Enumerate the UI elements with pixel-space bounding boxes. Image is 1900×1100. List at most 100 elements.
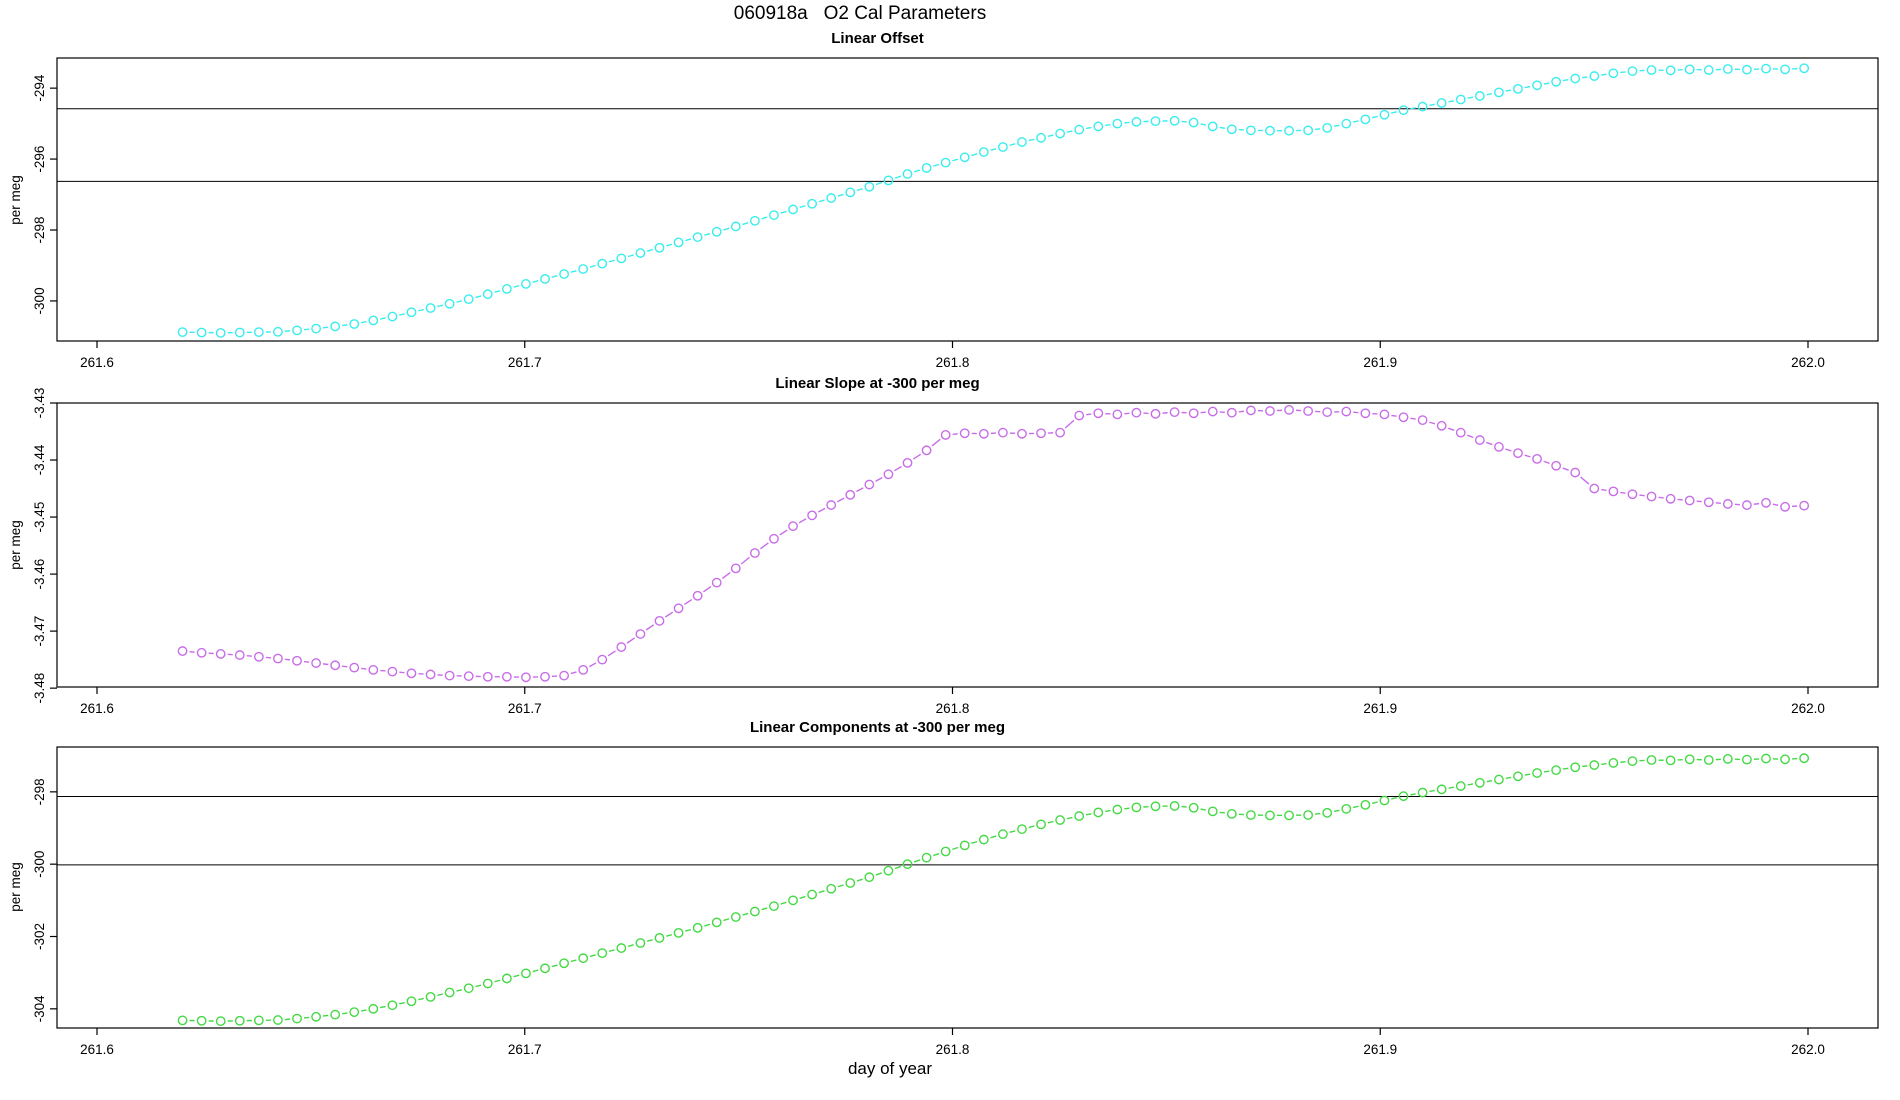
y-tick-label: -300 xyxy=(32,851,47,878)
series-segment xyxy=(342,665,348,668)
series-segment xyxy=(723,227,730,231)
data-point xyxy=(864,872,875,883)
data-point xyxy=(177,646,188,656)
data-point xyxy=(1684,64,1695,75)
data-point xyxy=(940,846,951,857)
series-segment xyxy=(666,243,673,247)
series-segment xyxy=(1410,107,1416,110)
data-point xyxy=(711,917,722,928)
series-segment xyxy=(1047,820,1054,824)
data-point xyxy=(1722,754,1733,764)
series-segment xyxy=(607,650,616,657)
data-point xyxy=(234,327,245,338)
series-segment xyxy=(894,465,902,472)
series-segment xyxy=(645,624,655,631)
data-point xyxy=(1455,427,1466,438)
data-point xyxy=(540,274,550,284)
data-point xyxy=(635,248,646,258)
data-point xyxy=(807,510,818,521)
series-segment xyxy=(303,660,310,663)
series-segment xyxy=(361,667,367,670)
series-segment xyxy=(399,313,405,316)
series-segment xyxy=(1124,807,1130,810)
data-point xyxy=(1703,755,1714,765)
data-point xyxy=(1436,98,1447,108)
data-point xyxy=(330,660,341,671)
series-segment xyxy=(971,153,978,157)
data-point xyxy=(234,1015,245,1026)
data-point xyxy=(978,147,989,157)
data-point xyxy=(1551,76,1562,87)
data-point xyxy=(501,283,512,294)
data-point xyxy=(1245,810,1256,820)
data-point xyxy=(616,642,627,652)
series-segment xyxy=(818,890,825,894)
series-segment xyxy=(418,997,424,1001)
data-point xyxy=(1379,795,1390,806)
data-point xyxy=(292,1013,302,1024)
data-point xyxy=(1474,435,1485,445)
data-point xyxy=(635,938,646,948)
series-segment xyxy=(894,865,902,870)
series-segment xyxy=(361,321,367,324)
data-point xyxy=(196,327,207,338)
series-segment xyxy=(1391,111,1397,114)
data-point xyxy=(387,1000,398,1011)
x-tick-label: 261.9 xyxy=(1363,355,1397,370)
data-point xyxy=(826,883,837,894)
series-segment xyxy=(1543,770,1550,773)
data-point xyxy=(1799,63,1810,74)
series-segment xyxy=(1524,85,1531,89)
data-point xyxy=(273,653,283,664)
y-tick-label: -3.48 xyxy=(32,673,47,704)
series-segment xyxy=(664,611,674,618)
series-segment xyxy=(1315,812,1321,815)
series-segment xyxy=(1658,496,1664,499)
data-point xyxy=(1742,754,1752,765)
data-point xyxy=(311,323,321,334)
series-segment xyxy=(1467,783,1474,786)
data-point xyxy=(1207,406,1218,417)
x-tick-label: 262.0 xyxy=(1791,355,1825,370)
series-segment xyxy=(1009,830,1016,834)
data-point xyxy=(1226,124,1237,135)
data-point xyxy=(1055,427,1066,438)
data-point xyxy=(1589,760,1600,770)
series-segment xyxy=(1505,776,1512,780)
data-point xyxy=(845,489,856,500)
data-point xyxy=(1665,493,1676,504)
data-point xyxy=(1188,117,1199,128)
y-tick-label: -294 xyxy=(32,74,47,102)
series-segment xyxy=(1410,793,1416,796)
data-point xyxy=(1226,809,1237,819)
data-point xyxy=(921,163,932,173)
data-point xyxy=(730,563,741,574)
series-segment xyxy=(1391,414,1397,417)
data-point xyxy=(1627,756,1638,767)
data-point xyxy=(959,840,970,851)
data-point xyxy=(1684,754,1695,765)
series-segment xyxy=(1009,143,1016,146)
series-segment xyxy=(1429,103,1435,106)
series-segment xyxy=(704,923,711,927)
data-point xyxy=(1379,409,1390,420)
data-point xyxy=(997,427,1008,438)
x-tick-label: 261.9 xyxy=(1363,701,1397,716)
y-tick-label: -3.46 xyxy=(32,559,47,590)
x-tick-label: 261.8 xyxy=(936,355,970,370)
data-point xyxy=(1303,125,1314,136)
data-point xyxy=(501,973,512,984)
series-segment xyxy=(990,835,997,839)
data-point xyxy=(1036,428,1046,439)
data-point xyxy=(1322,807,1333,818)
series-segment xyxy=(761,216,768,220)
series-segment xyxy=(684,599,693,606)
data-point xyxy=(1112,409,1123,420)
data-point xyxy=(883,175,894,186)
series-segment xyxy=(666,934,672,937)
data-point xyxy=(1608,68,1619,79)
data-point xyxy=(1474,777,1485,788)
data-point xyxy=(845,878,856,888)
y-axis-label-components: per meg xyxy=(8,862,23,912)
